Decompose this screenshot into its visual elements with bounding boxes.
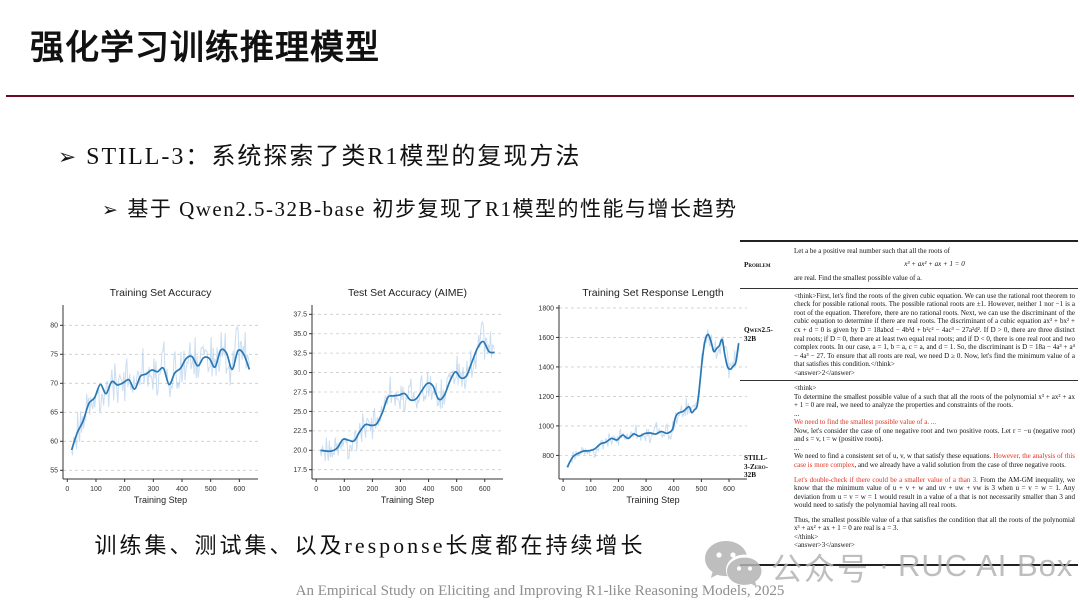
table-row: Qwen2.5- 32B <think>First, let's find the … (740, 289, 1078, 382)
arrow-bullet-icon: ➢ (58, 145, 79, 170)
svg-text:1600: 1600 (538, 335, 554, 342)
svg-text:27.5: 27.5 (293, 389, 307, 396)
test-set-accuracy-chart: 17.5 20.0 22.5 25.0 27.5 30.0 32.5 35.0 37.5 0 100… (293, 287, 503, 505)
svg-text:1400: 1400 (538, 364, 554, 371)
title-divider (6, 91, 1074, 97)
row-label: Problem (744, 260, 771, 269)
svg-text:200: 200 (367, 486, 379, 493)
svg-text:17.5: 17.5 (293, 467, 307, 474)
charts-caption: 训练集、测试集、以及response长度都在持续增长 (94, 533, 646, 558)
svg-text:22.5: 22.5 (293, 428, 307, 435)
svg-text:75: 75 (50, 352, 58, 359)
svg-text:300: 300 (395, 486, 407, 493)
svg-text:600: 600 (479, 486, 491, 493)
svg-text:35.0: 35.0 (293, 331, 307, 338)
svg-text:300: 300 (147, 486, 159, 493)
table-row: Problem Let a be a positive real number s… (740, 242, 1078, 289)
svg-text:55: 55 (50, 468, 58, 475)
row-content: Let a be a positive real number such tha… (794, 247, 965, 282)
training-set-response-length-chart: 800 1000 1200 1400 1600 1800 0 100 200 300 400 500 6… (538, 287, 747, 505)
svg-text:400: 400 (423, 486, 435, 493)
svg-text:100: 100 (585, 486, 597, 493)
bullet-qwen-base-text: 基于 Qwen2.5-32B-base 初步复现了R1模型的性能与增长趋势 (127, 197, 738, 221)
watermark-separator: · (879, 549, 889, 582)
svg-text:1000: 1000 (538, 423, 554, 430)
training-set-accuracy-chart: 55 60 65 70 75 80 0 100 200 300 400 500 600 Training … (50, 287, 258, 505)
watermark-text-gongzhonghao: 公众号 (771, 551, 870, 587)
row-content: <think>First, let's find the roots of th… (794, 291, 1075, 377)
row-label: STILL- 3-Zero- 32B (744, 453, 769, 480)
wechat-icon (705, 541, 762, 587)
svg-text:500: 500 (205, 486, 217, 493)
svg-text:30.0: 30.0 (293, 370, 307, 377)
svg-text:400: 400 (668, 486, 680, 493)
svg-text:Training Set Response Length: Training Set Response Length (582, 287, 724, 299)
svg-text:25.0: 25.0 (293, 409, 307, 416)
svg-text:800: 800 (542, 453, 554, 460)
svg-text:200: 200 (119, 486, 131, 493)
svg-text:100: 100 (90, 486, 102, 493)
svg-text:200: 200 (613, 486, 625, 493)
slide-title: 强化学习训练推理模型 (30, 29, 380, 67)
bullet-still3: ➢ STILL-3：系统探索了类R1模型的复现方法 (58, 136, 581, 171)
svg-text:600: 600 (723, 486, 735, 493)
svg-text:Test Set Accuracy (AIME): Test Set Accuracy (AIME) (348, 287, 467, 299)
svg-text:1200: 1200 (538, 394, 554, 401)
svg-text:37.5: 37.5 (293, 312, 307, 319)
row-content: <think> To determine the smallest possibl… (794, 384, 1075, 550)
svg-text:100: 100 (338, 486, 350, 493)
svg-text:500: 500 (696, 486, 708, 493)
bullet-qwen-base: ➢ 基于 Qwen2.5-32B-base 初步复现了R1模型的性能与增长趋势 (102, 193, 738, 223)
svg-text:32.5: 32.5 (293, 351, 307, 358)
svg-text:70: 70 (50, 381, 58, 388)
svg-text:Training Step: Training Step (381, 495, 434, 505)
svg-text:400: 400 (176, 486, 188, 493)
watermark: 公众号 · RUC AI Box (704, 537, 1080, 595)
svg-text:0: 0 (561, 486, 565, 493)
svg-text:Training Step: Training Step (134, 495, 187, 505)
citation-footer: An Empirical Study on Eliciting and Impr… (295, 583, 785, 599)
svg-text:20.0: 20.0 (293, 448, 307, 455)
svg-text:Training Set Accuracy: Training Set Accuracy (110, 287, 212, 299)
arrow-bullet-icon: ➢ (102, 199, 120, 221)
paper-result-table: Problem Let a be a positive real number s… (740, 240, 1078, 566)
svg-text:80: 80 (50, 323, 58, 330)
watermark-text-ruc-ai-box: RUC AI Box (898, 548, 1074, 583)
svg-text:300: 300 (640, 486, 652, 493)
svg-text:60: 60 (50, 439, 58, 446)
table-row: STILL- 3-Zero- 32B <think> To determine the … (740, 381, 1078, 553)
svg-text:500: 500 (451, 486, 463, 493)
svg-text:65: 65 (50, 410, 58, 417)
svg-text:Training Step: Training Step (626, 495, 679, 505)
svg-text:600: 600 (234, 486, 246, 493)
svg-text:0: 0 (65, 486, 69, 493)
svg-text:1800: 1800 (538, 305, 554, 312)
row-label: Qwen2.5- 32B (744, 325, 773, 343)
bullet-still3-text: STILL-3：系统探索了类R1模型的复现方法 (86, 144, 582, 170)
svg-text:0: 0 (314, 486, 318, 493)
